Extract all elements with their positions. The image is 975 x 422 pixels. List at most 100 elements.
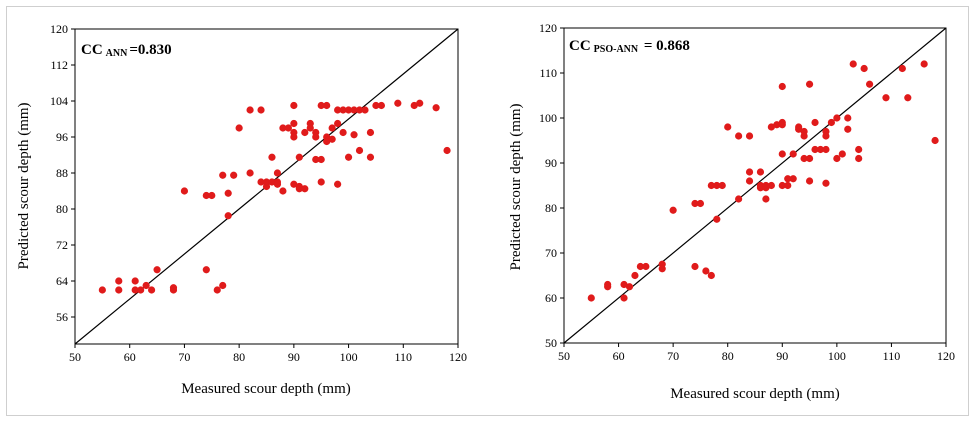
c2-data-point	[844, 114, 852, 122]
c2-data-point	[789, 175, 797, 183]
c2-data-point	[707, 181, 715, 190]
c2-data-point	[642, 262, 650, 271]
c2-data-point	[735, 132, 743, 140]
c2-y-tick-label: 110	[539, 66, 557, 80]
c1-data-point	[323, 101, 331, 110]
c2-cc-main: CC	[569, 38, 591, 54]
c1-y-tick-label: 112	[50, 58, 68, 72]
c1-data-point	[148, 286, 156, 294]
c1-data-point	[290, 180, 298, 188]
c1-data-point	[290, 101, 298, 110]
c1-y-tick-label: 96	[56, 130, 68, 144]
c2-data-point	[844, 125, 852, 133]
c2-data-point	[691, 262, 699, 271]
c1-x-axis-label: Measured scour depth (mm)	[181, 381, 351, 397]
c1-x-tick-label: 60	[124, 350, 136, 364]
c2-data-point	[745, 132, 754, 140]
c2-data-point	[631, 271, 639, 280]
c1-data-point	[301, 128, 309, 137]
c1-y-tick-label: 72	[56, 238, 68, 252]
c2-data-point	[718, 181, 726, 190]
c1-x-tick-label: 50	[69, 350, 81, 364]
c1-y-tick-label: 80	[56, 202, 68, 216]
c1-data-point	[443, 146, 451, 155]
c2-y-tick-label: 90	[545, 156, 557, 170]
c1-data-point	[202, 266, 210, 274]
c1-data-point	[142, 281, 150, 290]
c1-data-point	[312, 133, 320, 141]
c1-data-point	[180, 187, 189, 195]
c2-data-point	[800, 132, 808, 140]
c1-data-point	[416, 99, 424, 107]
c1-y-tick-label: 64	[56, 274, 68, 288]
c1-y-tick-label: 88	[56, 166, 68, 180]
c1-y-axis-label: Predicted scour depth (mm)	[16, 102, 32, 269]
c1-data-point	[317, 155, 325, 164]
c1-data-point	[372, 101, 380, 110]
c1-data-point	[344, 106, 353, 114]
c2-cc-annotation: CC PSO-ANN = 0.868	[569, 38, 690, 55]
c2-y-tick-label: 80	[545, 201, 557, 215]
c1-data-point	[257, 178, 265, 186]
c2-data-point	[822, 145, 830, 154]
c1-data-point	[219, 171, 227, 179]
c2-data-point	[855, 154, 863, 163]
c2-reference-line	[563, 27, 947, 344]
c2-x-tick-label: 120	[937, 349, 955, 363]
c1-data-point	[328, 124, 336, 132]
c2-axes: Measured scour depth (mm) Predicted scou…	[508, 38, 840, 402]
c1-data-point	[131, 286, 139, 294]
c1-axes: Measured scour depth (mm) Predicted scou…	[16, 42, 351, 397]
c2-data-point	[724, 123, 732, 131]
c2-data-point	[827, 118, 835, 127]
c2-data-point	[898, 64, 906, 73]
c2-data-point	[767, 181, 775, 190]
c2-data-point	[762, 184, 770, 192]
c1-x-tick-label: 100	[340, 350, 358, 364]
c1-data-point	[306, 124, 314, 132]
c2-data-point	[762, 195, 770, 203]
c1-data-point	[230, 171, 238, 179]
c1-cc-main: CC	[81, 42, 103, 58]
c2-x-tick-label: 70	[667, 349, 679, 363]
c2-cc-value: = 0.868	[640, 38, 690, 54]
c2-data-point	[773, 121, 781, 129]
c1-data-point	[339, 106, 347, 114]
c1-data-point	[312, 155, 320, 164]
c1-x-tick-label: 90	[288, 350, 300, 364]
c1-data-point	[268, 178, 276, 186]
c2-data-point	[620, 294, 628, 302]
c2-data-point	[904, 94, 912, 102]
c2-y-axis-label: Predicted scour depth (mm)	[508, 103, 524, 270]
c1-cc-value: =0.830	[129, 42, 171, 58]
c1-data-point	[268, 153, 276, 161]
c2-data-point	[838, 150, 846, 158]
c1-data-point	[290, 119, 298, 128]
c2-data-point	[931, 136, 939, 145]
c2-data-point	[855, 145, 863, 154]
c2-data-point	[625, 283, 634, 291]
c1-cc-annotation: CC ANN =0.830	[81, 42, 172, 59]
c2-x-tick-label: 80	[722, 349, 734, 363]
c1-data-point	[317, 178, 325, 186]
c1-data-point	[219, 281, 227, 290]
c2-data-point	[849, 60, 857, 68]
c2-data-point	[778, 181, 786, 190]
c1-data-point	[334, 119, 342, 128]
c2-data-point	[816, 145, 825, 154]
c1-data-point	[355, 106, 364, 114]
c1-data-point	[246, 106, 254, 114]
c2-data-point	[805, 80, 814, 88]
c2-data-point	[713, 215, 721, 223]
c2-data-point	[778, 150, 786, 158]
c1-data-point	[284, 124, 292, 132]
c1-data-point	[394, 99, 402, 107]
c2-data-point	[778, 82, 786, 91]
c1-data-point	[224, 189, 232, 197]
c1-data-point	[334, 106, 342, 114]
c1-data-point	[295, 185, 303, 193]
c1-data-point	[153, 266, 161, 274]
c1-data-point	[115, 286, 123, 294]
c1-data-point	[290, 133, 298, 141]
c2-data-point	[778, 121, 786, 129]
